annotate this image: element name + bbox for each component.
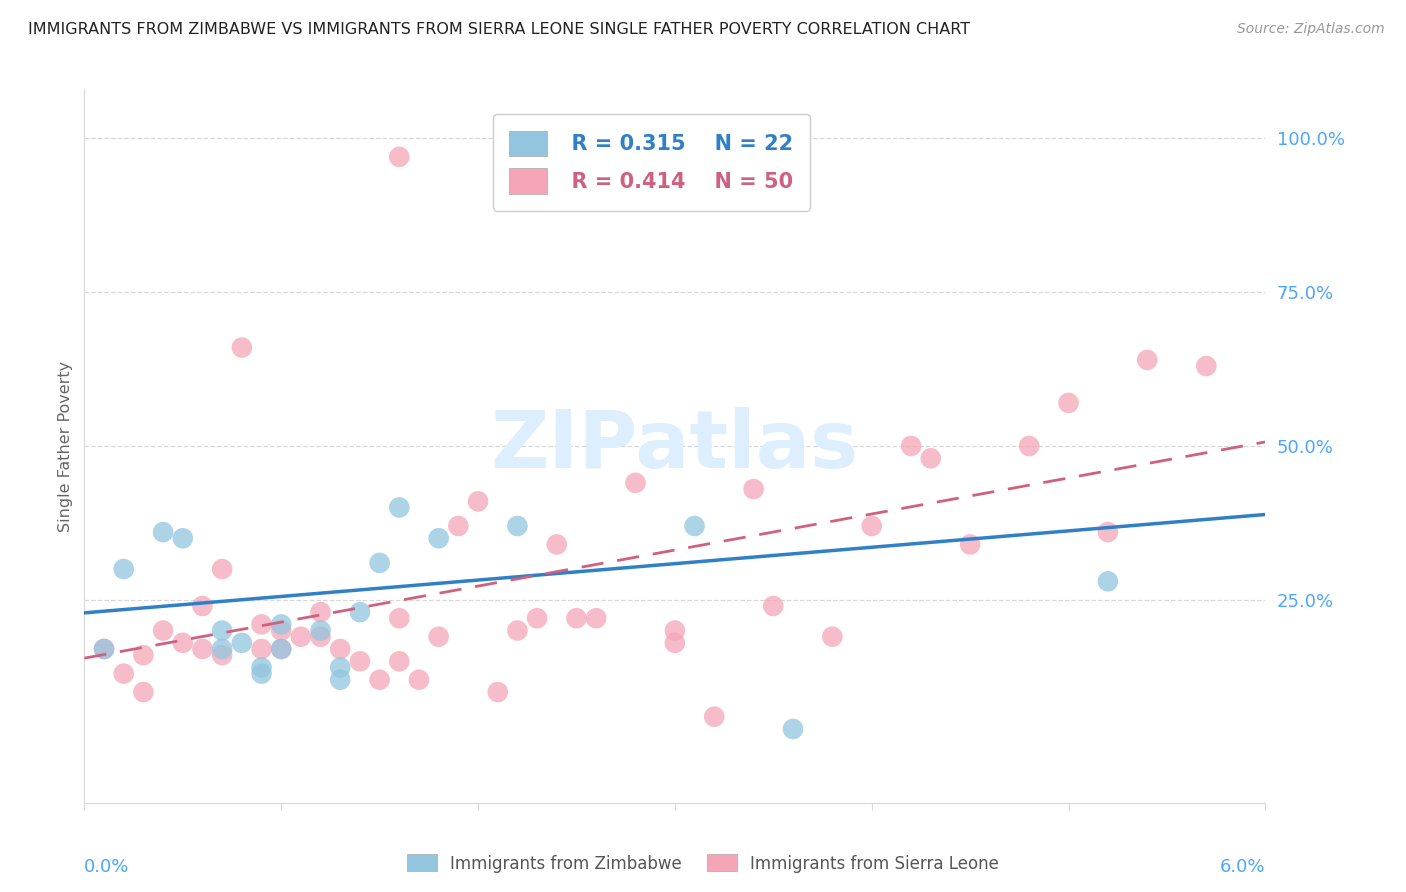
Point [152, 525, 174, 540]
Point [309, 630, 332, 644]
Point [191, 599, 214, 613]
Point [506, 519, 529, 533]
Text: 0.0%: 0.0% [84, 858, 129, 876]
Point [329, 642, 352, 657]
Point [250, 666, 273, 681]
Point [270, 624, 292, 638]
Point [447, 519, 470, 533]
Point [526, 150, 548, 164]
Text: IMMIGRANTS FROM ZIMBABWE VS IMMIGRANTS FROM SIERRA LEONE SINGLE FATHER POVERTY C: IMMIGRANTS FROM ZIMBABWE VS IMMIGRANTS F… [28, 22, 970, 37]
Point [290, 630, 312, 644]
Point [191, 642, 214, 657]
Point [427, 630, 450, 644]
Point [427, 531, 450, 545]
Point [250, 617, 273, 632]
Point [388, 150, 411, 164]
Point [526, 611, 548, 625]
Point [900, 439, 922, 453]
Point [211, 648, 233, 662]
Point [309, 605, 332, 619]
Point [762, 599, 785, 613]
Point [349, 605, 371, 619]
Point [1097, 574, 1119, 589]
Point [329, 660, 352, 674]
Point [368, 556, 391, 570]
Point [408, 673, 430, 687]
Point [250, 642, 273, 657]
Point [270, 617, 292, 632]
Point [467, 494, 489, 508]
Point [349, 654, 371, 668]
Point [211, 624, 233, 638]
Point [920, 451, 942, 466]
Point [1057, 396, 1080, 410]
Point [959, 537, 981, 551]
Point [368, 673, 391, 687]
Point [388, 611, 411, 625]
Legend:   R = 0.315    N = 22,   R = 0.414    N = 50: R = 0.315 N = 22, R = 0.414 N = 50 [492, 114, 810, 211]
Point [388, 500, 411, 515]
Point [172, 531, 194, 545]
Point [624, 475, 647, 490]
Point [270, 642, 292, 657]
Point [565, 611, 588, 625]
Text: 6.0%: 6.0% [1220, 858, 1265, 876]
Text: ZIPatlas: ZIPatlas [491, 407, 859, 485]
Point [664, 636, 686, 650]
Point [506, 624, 529, 638]
Point [742, 482, 765, 496]
Point [270, 642, 292, 657]
Point [1018, 439, 1040, 453]
Point [860, 519, 883, 533]
Point [1097, 525, 1119, 540]
Text: Source: ZipAtlas.com: Source: ZipAtlas.com [1237, 22, 1385, 37]
Point [703, 709, 725, 723]
Point [1195, 359, 1218, 373]
Y-axis label: Single Father Poverty: Single Father Poverty [58, 360, 73, 532]
Point [683, 519, 706, 533]
Point [93, 642, 115, 657]
Point [309, 624, 332, 638]
Point [486, 685, 509, 699]
Point [1136, 352, 1159, 367]
Point [172, 636, 194, 650]
Point [112, 666, 135, 681]
Point [250, 660, 273, 674]
Point [664, 624, 686, 638]
Point [388, 654, 411, 668]
Point [231, 636, 253, 650]
Point [782, 722, 804, 736]
Point [152, 624, 174, 638]
Point [821, 630, 844, 644]
Point [329, 673, 352, 687]
Point [585, 611, 607, 625]
Point [112, 562, 135, 576]
Point [211, 562, 233, 576]
Point [132, 648, 155, 662]
Point [546, 537, 568, 551]
Point [93, 642, 115, 657]
Legend: Immigrants from Zimbabwe, Immigrants from Sierra Leone: Immigrants from Zimbabwe, Immigrants fro… [401, 847, 1005, 880]
Point [211, 642, 233, 657]
Point [231, 341, 253, 355]
Point [132, 685, 155, 699]
